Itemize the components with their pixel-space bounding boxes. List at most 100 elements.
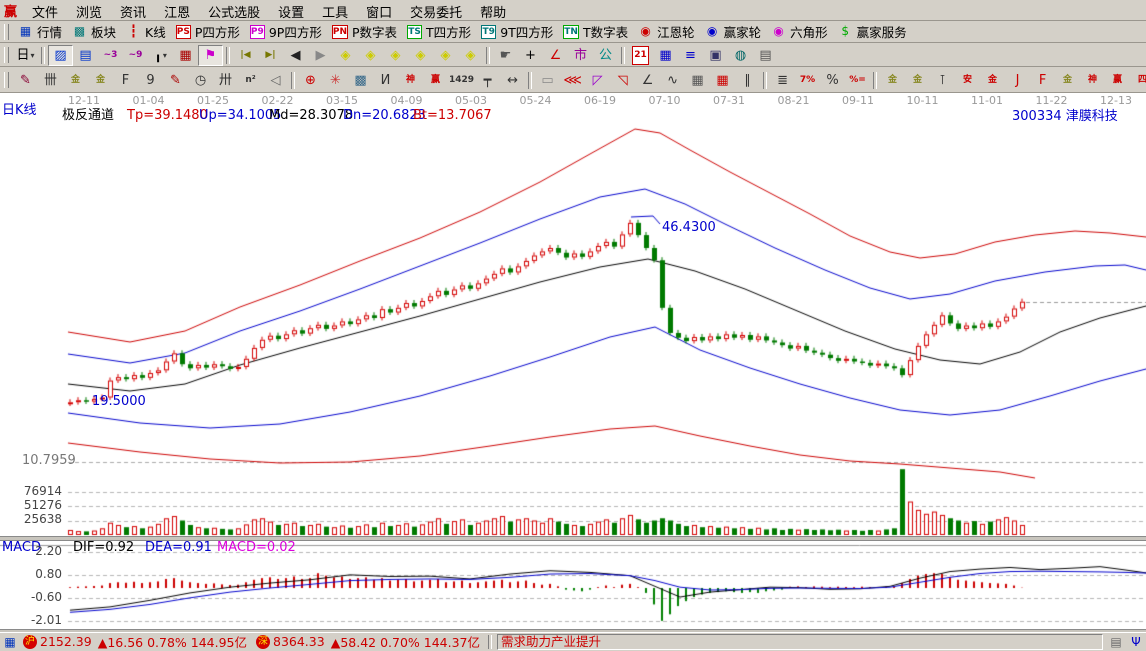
diamond-plus[interactable]: ◈: [433, 44, 458, 66]
calculator-tool[interactable]: ▦: [653, 44, 678, 66]
ray-star[interactable]: ✳: [323, 69, 348, 91]
time-tally[interactable]: 卅: [213, 69, 238, 91]
mailbox-icon[interactable]: ▤: [1110, 634, 1122, 649]
fan-box[interactable]: ◸: [585, 69, 611, 91]
formula-tool[interactable]: 公: [593, 44, 618, 66]
grid-dense[interactable]: ▦: [685, 69, 711, 91]
zigzag-tool[interactable]: ∿: [660, 69, 686, 91]
t9-square[interactable]: T9 9T四方形: [476, 21, 558, 42]
width-measure[interactable]: ↔: [500, 69, 526, 91]
scale-ruler[interactable]: ≣: [770, 69, 796, 91]
measure-pen[interactable]: ⊺: [930, 69, 956, 91]
ray-box[interactable]: ◹: [610, 69, 636, 91]
fib-grid[interactable]: F: [113, 69, 138, 91]
info-panel[interactable]: ▤: [73, 44, 98, 66]
p-digit-table[interactable]: PN P数字表: [327, 21, 402, 42]
menu-item-2[interactable]: 浏览: [76, 6, 103, 21]
chart-canvas[interactable]: [0, 93, 1146, 632]
print-tool[interactable]: ▤: [753, 44, 778, 66]
grid-box[interactable]: ▦: [710, 69, 736, 91]
hand-tool[interactable]: ☛: [493, 44, 518, 66]
network-tool[interactable]: ◍: [728, 44, 753, 66]
diamond-cross[interactable]: ◈: [383, 44, 408, 66]
bottom-splitter[interactable]: [0, 629, 1146, 632]
circle-cross[interactable]: ⊕: [298, 69, 323, 91]
menu-item-10[interactable]: 帮助: [480, 6, 507, 21]
first-page[interactable]: |◀: [233, 44, 258, 66]
gold-low[interactable]: 金: [980, 69, 1006, 91]
fan-rays[interactable]: ⋘: [560, 69, 586, 91]
percent-eq[interactable]: %=: [845, 69, 871, 91]
t-square-ruler[interactable]: ┯: [475, 69, 501, 91]
wave-3[interactable]: ~3: [98, 44, 123, 66]
slant-lines[interactable]: ∥: [735, 69, 761, 91]
save-tool[interactable]: ▣: [703, 44, 728, 66]
num-1429[interactable]: 1429: [448, 69, 476, 91]
page-next[interactable]: ▶: [308, 44, 333, 66]
quote-table-icon[interactable]: ▦: [4, 634, 16, 649]
gann-clock[interactable]: ◷: [188, 69, 213, 91]
menu-item-4[interactable]: 江恩: [164, 6, 191, 21]
gold-circle[interactable]: 金: [880, 69, 906, 91]
send-plane[interactable]: ◁: [263, 69, 288, 91]
diamond-move[interactable]: ◈: [458, 44, 483, 66]
page-prev[interactable]: ◀: [283, 44, 308, 66]
kline-view[interactable]: ┇ K线: [121, 21, 171, 42]
percent-tool[interactable]: %: [820, 69, 846, 91]
hexagon[interactable]: ◉ 六角形: [766, 21, 833, 42]
menu-item-6[interactable]: 设置: [278, 6, 305, 21]
toolbar-grip[interactable]: [4, 47, 9, 63]
p-square[interactable]: PS P四方形: [171, 21, 245, 42]
p9-square[interactable]: P9 9P四方形: [245, 21, 327, 42]
spiral-9[interactable]: 9: [138, 69, 163, 91]
toolbar-grip[interactable]: [4, 23, 9, 40]
wave-9[interactable]: ~9: [123, 44, 148, 66]
connection-icon[interactable]: Ψ: [1131, 634, 1141, 649]
winner-wheel[interactable]: ◉ 赢家轮: [700, 21, 767, 42]
t-digit-table[interactable]: TN T数字表: [558, 21, 633, 42]
gold-lines[interactable]: 金: [905, 69, 931, 91]
toolbar-grip[interactable]: [4, 72, 9, 88]
gann-wheel[interactable]: ◉ 江恩轮: [633, 21, 700, 42]
ying-angle[interactable]: 赢: [1105, 69, 1131, 91]
si-angle[interactable]: 四: [1130, 69, 1146, 91]
gold-grid-h[interactable]: 金: [63, 69, 88, 91]
pane-splitter[interactable]: [0, 536, 1146, 541]
notes-tool[interactable]: ≡: [678, 44, 703, 66]
angle-rays[interactable]: ∠: [635, 69, 661, 91]
last-page[interactable]: ▶|: [258, 44, 283, 66]
diamond-right[interactable]: ◈: [358, 44, 383, 66]
t-square[interactable]: TS T四方形: [402, 21, 476, 42]
ying-grid[interactable]: 赢: [423, 69, 448, 91]
angle-measure-tool[interactable]: ∠: [543, 44, 568, 66]
gold-angle[interactable]: 金: [1055, 69, 1081, 91]
shen-angle[interactable]: 神: [1080, 69, 1106, 91]
sectors-view[interactable]: ▩ 板块: [67, 21, 121, 42]
menu-item-8[interactable]: 窗口: [366, 6, 393, 21]
f-angle[interactable]: F: [1030, 69, 1056, 91]
k-note[interactable]: И: [373, 69, 398, 91]
menu-item-3[interactable]: 资讯: [120, 6, 147, 21]
menu-item-9[interactable]: 交易委托: [410, 6, 463, 21]
diamond-left[interactable]: ◈: [333, 44, 358, 66]
draw-flag[interactable]: ⚑: [198, 44, 223, 66]
an-lines[interactable]: 安: [955, 69, 981, 91]
brush-red[interactable]: ✎: [163, 69, 188, 91]
box-tool[interactable]: ▭: [535, 69, 561, 91]
market-tool[interactable]: 市: [568, 44, 593, 66]
web-box[interactable]: ▩: [348, 69, 373, 91]
quotes-view[interactable]: ▦ 行情: [13, 21, 67, 42]
menu-item-5[interactable]: 公式选股: [208, 6, 261, 21]
gold-grid-v[interactable]: 金: [88, 69, 113, 91]
shen-grid[interactable]: 神: [398, 69, 423, 91]
crosshair-tool[interactable]: +: [518, 44, 543, 66]
gann-box-red[interactable]: ▦: [173, 44, 198, 66]
gann-tally[interactable]: 卌: [38, 69, 63, 91]
calendar-tool[interactable]: 21: [628, 44, 653, 66]
menu-item-7[interactable]: 工具: [322, 6, 349, 21]
n2-ruler[interactable]: n²: [238, 69, 263, 91]
draw-pen[interactable]: ✎: [13, 69, 38, 91]
menu-item-1[interactable]: 文件: [32, 6, 59, 21]
percent-line[interactable]: 7%: [795, 69, 821, 91]
j-angle[interactable]: J: [1005, 69, 1031, 91]
